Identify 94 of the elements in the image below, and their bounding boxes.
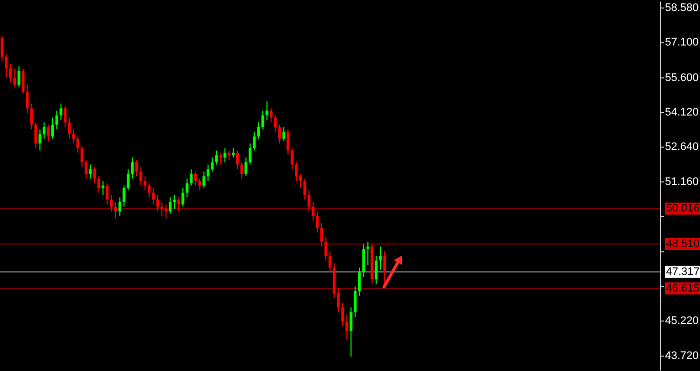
candlestick — [164, 204, 168, 219]
candlestick — [135, 159, 138, 177]
candlestick — [51, 117, 54, 140]
candlestick — [131, 157, 134, 180]
candlestick — [202, 171, 206, 188]
candlestick — [18, 66, 20, 88]
y-tick-label: 51.160 — [665, 176, 699, 188]
candlestick — [374, 255, 378, 285]
candlestick — [168, 196, 172, 214]
candlestick — [366, 241, 370, 266]
candlestick — [68, 117, 71, 140]
candlestick — [173, 194, 176, 210]
candlestick — [379, 246, 382, 270]
candlestick — [194, 171, 197, 186]
candlestick — [266, 100, 268, 121]
candlestick — [110, 194, 113, 212]
candlestick — [9, 63, 12, 84]
candlestick — [345, 314, 348, 341]
candlestick — [215, 150, 218, 166]
candlestick — [22, 68, 25, 95]
candlestick — [210, 157, 214, 172]
candlestick — [282, 126, 286, 142]
candlestick — [126, 168, 130, 191]
candlestick — [144, 176, 146, 191]
candlestick — [224, 148, 226, 163]
candlestick — [190, 168, 193, 186]
ref-line-label: 47.317 — [666, 266, 700, 278]
candlestick — [294, 162, 298, 182]
candlestick — [84, 159, 88, 180]
candlestick — [114, 202, 117, 219]
candlestick — [270, 108, 273, 123]
candlestick — [350, 306, 352, 358]
candlestick — [328, 250, 332, 273]
candlestick — [97, 176, 100, 194]
candlestick — [316, 210, 319, 233]
candlestick — [93, 166, 96, 184]
candlestick — [30, 103, 33, 130]
candlestick — [34, 122, 38, 149]
candlestick — [248, 142, 252, 166]
candlestick — [236, 150, 239, 170]
candlestick — [0, 35, 4, 62]
candlestick — [219, 152, 222, 166]
candlestick — [139, 166, 142, 186]
y-tick-label: 54.120 — [665, 106, 699, 119]
candlestick — [240, 162, 244, 180]
candlestick — [72, 128, 75, 144]
candlestick — [13, 68, 16, 88]
candlestick — [60, 103, 62, 121]
candlestick — [324, 236, 328, 262]
ref-line-label: 50.016 — [666, 202, 700, 215]
candlestick — [181, 187, 184, 208]
ref-line-label: 46.615 — [666, 282, 700, 294]
candlestick — [122, 185, 126, 208]
candlestick — [299, 173, 302, 188]
y-tick-label: 58.580 — [665, 2, 699, 14]
candlestick — [206, 164, 210, 182]
candlestick — [278, 124, 281, 144]
candlestick — [358, 267, 361, 296]
candlestick — [160, 202, 164, 217]
candlestick — [312, 202, 315, 222]
candlestick — [186, 178, 188, 198]
ref-line-label: 48.510 — [666, 238, 700, 250]
y-tick-label: 45.220 — [665, 315, 699, 328]
candlestick — [156, 194, 160, 212]
candlestick — [362, 244, 366, 278]
candlestick — [80, 145, 84, 168]
candlestick — [46, 124, 50, 142]
candlestick — [106, 182, 109, 205]
y-tick-label: 43.720 — [665, 350, 699, 362]
candlestick — [290, 148, 294, 170]
candlestick — [42, 122, 46, 140]
candlestick — [244, 157, 248, 177]
y-tick-label: 55.600 — [665, 72, 699, 84]
candlestick — [354, 286, 357, 318]
candlestick — [286, 128, 290, 156]
candlestick — [337, 288, 340, 313]
y-tick-label: 52.640 — [665, 141, 699, 154]
candlestick — [152, 187, 155, 205]
candlestick — [177, 196, 180, 212]
candlestick — [274, 114, 277, 132]
candlestick — [38, 128, 42, 151]
candlestick — [26, 84, 29, 114]
y-tick-label: 57.100 — [665, 36, 699, 49]
candlestick — [64, 105, 67, 128]
candlestick — [88, 164, 92, 180]
candlestick — [118, 196, 122, 217]
candlestick — [102, 180, 104, 196]
candlestick — [320, 222, 323, 248]
candlestick — [341, 302, 344, 327]
candlestick — [257, 122, 260, 140]
candlestick — [303, 178, 306, 200]
candlestick — [228, 150, 230, 160]
candlestick — [308, 190, 310, 212]
candlestick — [148, 182, 151, 198]
